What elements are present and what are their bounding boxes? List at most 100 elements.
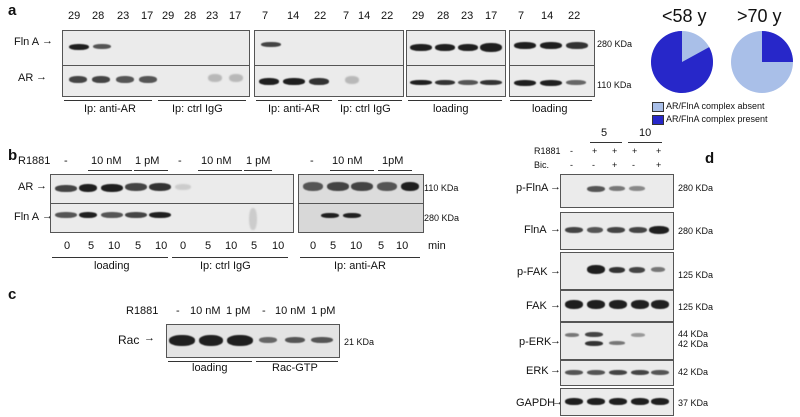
pie-title-old: >70 y xyxy=(737,6,782,26)
dose-label: 10 nM xyxy=(275,305,306,317)
lane-number: 14 xyxy=(541,10,554,22)
blot-ar-ip xyxy=(62,65,250,97)
caption: loading xyxy=(192,362,228,374)
time-label: 5 xyxy=(378,240,385,252)
caption: Ip: anti-AR xyxy=(268,103,320,115)
lane-number: 7 xyxy=(343,10,350,22)
sign: + xyxy=(592,146,598,156)
blot-fln-a-ip xyxy=(62,30,250,66)
lane-number: 23 xyxy=(206,10,219,22)
blot-d-erk xyxy=(560,360,674,386)
lane-number: 22 xyxy=(381,10,394,22)
blot-b-ar-ip xyxy=(298,174,424,204)
row-label-fln-a: Fln A xyxy=(14,36,40,48)
min-unit: min xyxy=(428,240,446,252)
sign: + xyxy=(656,146,662,156)
kda-marker: 125 KDa xyxy=(678,302,714,312)
row-label-fln-a: Fln A xyxy=(14,211,40,223)
kda-marker: 37 KDa xyxy=(678,398,709,408)
lane-number: 28 xyxy=(92,10,105,22)
blot-b-ar xyxy=(50,174,294,204)
lane-number: 7 xyxy=(262,10,269,22)
lane-number: 29 xyxy=(68,10,81,22)
dose-label: 1 pM xyxy=(311,305,336,317)
dose-label: 10 nM xyxy=(332,155,363,167)
legend-absent: AR/FlnA complex absent xyxy=(666,101,765,111)
time-label: 0 xyxy=(180,240,187,252)
lane-number: 17 xyxy=(141,10,154,22)
blot-d-p-fak xyxy=(560,252,674,290)
dose-label: 10 nM xyxy=(190,305,221,317)
arrow-icon: → xyxy=(144,332,155,344)
panel-c-label: c xyxy=(8,286,17,303)
arrow-icon: → xyxy=(42,210,53,222)
pie-right-present-slice xyxy=(762,31,793,62)
sign: + xyxy=(612,146,618,156)
r1881-label: R1881 xyxy=(534,146,561,156)
kda-marker: 280 KDa xyxy=(678,226,714,236)
blot-d-p-flna xyxy=(560,174,674,208)
pie-title-young: <58 y xyxy=(662,6,707,26)
legend-present: AR/FlnA complex present xyxy=(666,114,768,124)
sign: - xyxy=(592,160,595,170)
lane-number: 22 xyxy=(568,10,581,22)
lane-number: 22 xyxy=(314,10,327,22)
time-label: 5 xyxy=(601,127,608,139)
blot-fln-a-loading xyxy=(509,30,595,66)
arrow-icon: → xyxy=(550,223,561,235)
row-label-gapdh: GAPDH xyxy=(516,397,556,409)
legend-swatch-absent xyxy=(652,102,664,112)
panel-b-label: b xyxy=(8,147,18,164)
blot-ar-loading xyxy=(406,65,506,97)
time-label: 10 xyxy=(272,240,285,252)
sign: + xyxy=(632,146,638,156)
dose-label: - xyxy=(176,305,180,317)
time-label: 5 xyxy=(135,240,142,252)
caption: Ip: anti-AR xyxy=(334,260,386,272)
caption: Ip: anti-AR xyxy=(84,103,136,115)
blot-b-fln-a-ip xyxy=(298,203,424,233)
blot-fln-a-ip xyxy=(254,30,404,66)
caption: loading xyxy=(532,103,568,115)
row-label-rac: Rac xyxy=(118,333,140,347)
row-label-p-fak: p-FAK xyxy=(517,266,548,278)
caption: Rac-GTP xyxy=(272,362,318,374)
panel-d-label: d xyxy=(705,150,715,167)
blot-ar-ip xyxy=(254,65,404,97)
time-label: 5 xyxy=(88,240,95,252)
dose-label: - xyxy=(64,155,68,167)
blot-d-fak xyxy=(560,290,674,322)
blot-d-p-erk xyxy=(560,322,674,360)
r1881-label: R1881 xyxy=(18,155,51,167)
arrow-icon: → xyxy=(550,335,561,347)
arrow-icon: → xyxy=(36,180,47,192)
sign: + xyxy=(612,160,618,170)
arrow-icon: → xyxy=(36,71,47,83)
pie-charts xyxy=(651,31,793,93)
row-label-flna: FlnA xyxy=(524,224,547,236)
row-label-erk: ERK xyxy=(526,365,549,377)
dose-label: - xyxy=(262,305,266,317)
dose-label: 1 pM xyxy=(226,305,251,317)
arrow-icon: → xyxy=(550,181,561,193)
kda-marker: 280 KDa xyxy=(678,183,714,193)
legend-swatch-present xyxy=(652,115,664,125)
dose-label: - xyxy=(310,155,314,167)
dose-label: - xyxy=(178,155,182,167)
kda-marker: 110 KDa xyxy=(424,183,459,193)
blot-fln-a-loading xyxy=(406,30,506,66)
dose-label: 10 nM xyxy=(201,155,232,167)
lane-number: 28 xyxy=(184,10,197,22)
pie-left-present-slice xyxy=(651,31,713,93)
arrow-icon: → xyxy=(550,265,561,277)
sign: + xyxy=(656,160,662,170)
lane-number: 17 xyxy=(485,10,498,22)
kda-marker: 110 KDa xyxy=(597,80,632,90)
sign: - xyxy=(570,160,573,170)
time-label: 10 xyxy=(396,240,409,252)
caption: Ip: ctrl IgG xyxy=(172,103,223,115)
lane-number: 23 xyxy=(117,10,130,22)
bic-label: Bic. xyxy=(534,160,550,170)
blot-b-fln-a xyxy=(50,203,294,233)
kda-marker: 42 KDa xyxy=(678,339,709,349)
